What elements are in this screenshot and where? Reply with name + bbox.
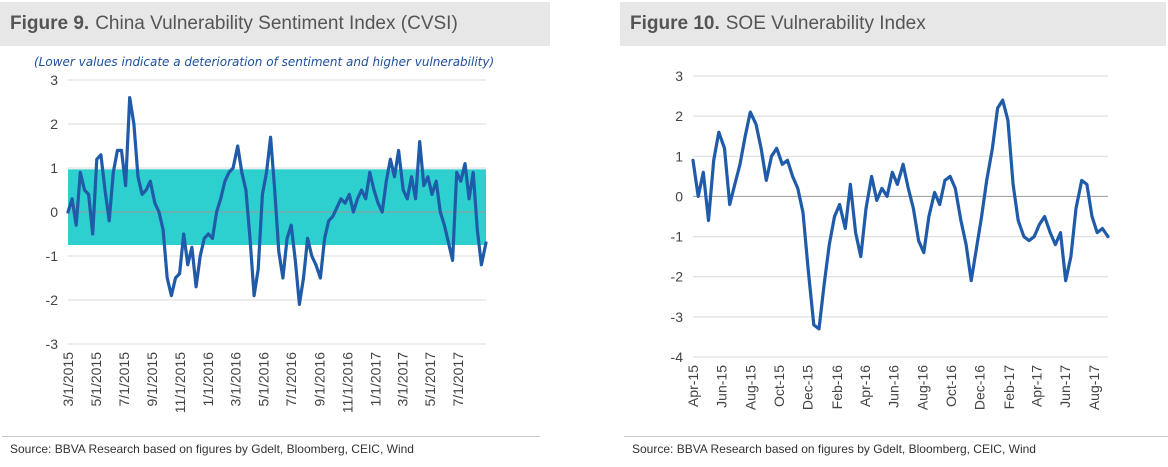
x-tick-label: Feb-17	[1001, 365, 1017, 410]
series-line	[691, 98, 1110, 331]
x-tick-label: 3/1/2016	[227, 352, 243, 407]
x-tick-label: 9/1/2016	[312, 352, 328, 407]
figure-9-chart: 3 2 1 0 -1 -2 -33/1/2015 5/1/2015 7/1/2015 9/1/20…	[46, 72, 488, 413]
figure-10-header: Figure 10. SOE Vulnerability Index	[620, 2, 1166, 46]
x-tick-label: 3/1/2017	[394, 352, 410, 407]
figure-9-header: Figure 9. China Vulnerability Sentiment …	[0, 2, 550, 46]
figure-10-panel: Figure 10. SOE Vulnerability Index 3 2 1 0 -…	[620, 0, 1168, 467]
x-tick-label: 5/1/2017	[422, 352, 438, 407]
y-tick-label: -1	[46, 248, 59, 264]
y-tick-label: -2	[671, 269, 684, 285]
y-tick-label: 1	[50, 160, 58, 176]
series-line	[66, 95, 488, 306]
x-tick-label: Jun-17	[1057, 365, 1073, 408]
x-tick-label: 7/1/2017	[450, 352, 466, 407]
y-tick-label: 0	[50, 204, 58, 220]
y-tick-label: 2	[50, 116, 58, 132]
x-tick-label: 3/1/2015	[60, 352, 76, 407]
x-tick-label: 5/1/2016	[255, 352, 271, 407]
x-tick-label: Jun-15	[714, 365, 730, 408]
x-tick-label: Feb-16	[829, 365, 845, 410]
y-tick-label: 0	[675, 188, 683, 204]
x-tick-label: 5/1/2015	[88, 352, 104, 407]
figure-9-number: Figure 9.	[10, 13, 90, 34]
x-tick-label: Apr-17	[1029, 365, 1045, 407]
x-tick-label: Aug-17	[1086, 365, 1102, 410]
x-tick-label: Apr-16	[857, 365, 873, 407]
y-tick-label: 2	[675, 108, 683, 124]
y-tick-label: 1	[675, 148, 683, 164]
y-tick-label: 3	[50, 72, 58, 88]
y-tick-label: -4	[671, 349, 684, 365]
figure-9-subtitle: (Lower values indicate a deterioration o…	[34, 55, 495, 69]
figure-9-panel: Figure 9. China Vulnerability Sentiment …	[0, 0, 560, 467]
y-tick-label: 3	[675, 68, 683, 84]
y-tick-label: -1	[671, 229, 684, 245]
y-tick-label: -2	[46, 292, 59, 308]
x-tick-label: Aug-15	[742, 365, 758, 410]
figure-10-source: Source: BBVA Research based on figures b…	[624, 436, 1168, 467]
x-tick-label: Aug-16	[914, 365, 930, 410]
x-tick-label: 11/1/2015	[172, 352, 188, 413]
x-tick-label: 1/1/2016	[200, 352, 216, 407]
figure-10-title: SOE Vulnerability Index	[725, 13, 926, 34]
x-tick-label: Oct-16	[943, 365, 959, 407]
x-tick-label: 1/1/2017	[367, 352, 383, 407]
figure-9-source: Source: BBVA Research based on figures b…	[2, 436, 540, 467]
x-tick-label: Oct-15	[771, 365, 787, 407]
y-tick-label: -3	[671, 309, 684, 325]
figure-9-title: China Vulnerability Sentiment Index (CVS…	[95, 13, 458, 34]
x-tick-label: 11/1/2016	[339, 352, 355, 413]
x-tick-label: 7/1/2015	[116, 352, 132, 407]
x-tick-label: 9/1/2015	[144, 352, 160, 407]
x-tick-label: Dec-15	[800, 365, 816, 410]
figure-10-number: Figure 10.	[630, 13, 720, 34]
x-tick-label: Apr-15	[685, 365, 701, 407]
x-tick-label: Jun-16	[886, 365, 902, 408]
x-tick-label: 7/1/2016	[283, 352, 299, 407]
y-tick-label: -3	[46, 336, 59, 352]
x-tick-label: Dec-16	[972, 365, 988, 410]
